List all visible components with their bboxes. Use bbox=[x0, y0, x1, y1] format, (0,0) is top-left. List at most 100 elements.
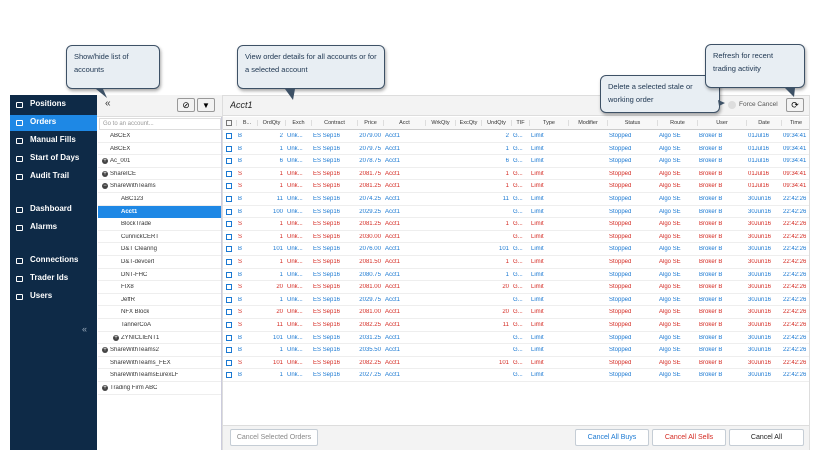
tree-label[interactable]: DNT-FHC bbox=[121, 271, 148, 278]
force-cancel-toggle[interactable] bbox=[728, 101, 736, 109]
tree-label[interactable]: NFX Block bbox=[121, 309, 150, 316]
nav-item[interactable]: Trader Ids bbox=[30, 273, 69, 282]
row-checkbox[interactable] bbox=[226, 284, 232, 291]
tree-label[interactable]: D&T Clearing bbox=[121, 246, 157, 253]
row-checkbox[interactable] bbox=[226, 372, 232, 379]
tree-label[interactable]: ShareICE bbox=[110, 170, 137, 177]
tree-label[interactable]: ABC123 bbox=[121, 196, 144, 202]
nav-item[interactable]: Alarms bbox=[30, 222, 58, 231]
column-header[interactable]: TIF bbox=[511, 120, 529, 126]
order-row[interactable] bbox=[223, 180, 809, 193]
nav-item[interactable]: Start of Days bbox=[30, 153, 80, 162]
tree-label[interactable]: ShareWithTeamsEurexLF bbox=[110, 372, 179, 379]
column-header[interactable]: Status bbox=[607, 120, 657, 126]
column-header[interactable]: Route bbox=[657, 120, 697, 126]
row-checkbox[interactable] bbox=[226, 196, 232, 202]
nav-item[interactable]: Users bbox=[30, 291, 53, 300]
column-header[interactable]: ExcQty bbox=[455, 120, 481, 126]
tree-label[interactable]: ABCEX bbox=[110, 133, 131, 139]
nav-item[interactable]: Dashboard bbox=[30, 204, 72, 213]
tree-collapse[interactable]: « bbox=[105, 98, 111, 109]
order-row[interactable] bbox=[223, 357, 809, 370]
row-checkbox[interactable] bbox=[226, 233, 232, 240]
order-row[interactable] bbox=[223, 206, 809, 219]
tree-label[interactable]: ZYNICLIENT1 bbox=[121, 334, 160, 341]
nav-item[interactable]: Connections bbox=[30, 255, 79, 264]
row-checkbox[interactable] bbox=[226, 246, 232, 253]
row-checkbox[interactable] bbox=[226, 183, 232, 190]
row-checkbox[interactable] bbox=[226, 170, 232, 177]
row-checkbox[interactable] bbox=[226, 145, 232, 152]
tree-label[interactable]: BlockTrade bbox=[121, 221, 152, 228]
row-checkbox[interactable] bbox=[226, 322, 232, 328]
tree-label[interactable]: ABCEX bbox=[110, 145, 131, 152]
column-header[interactable]: Type bbox=[529, 120, 568, 126]
nav-item[interactable]: Manual Fills bbox=[30, 135, 76, 144]
column-header[interactable]: B... bbox=[236, 120, 257, 126]
column-header[interactable]: Price bbox=[357, 120, 383, 126]
row-checkbox[interactable] bbox=[226, 158, 232, 165]
account-search[interactable]: Go to an account... bbox=[99, 118, 221, 130]
tree-expander[interactable]: + bbox=[102, 170, 108, 177]
order-row[interactable] bbox=[223, 231, 809, 244]
tree-label[interactable]: Ac_001 bbox=[110, 158, 131, 165]
tree-label[interactable]: ShareWithTeams bbox=[110, 183, 156, 190]
tree-expander[interactable]: + bbox=[113, 334, 119, 341]
order-row[interactable] bbox=[223, 332, 809, 345]
tree-label[interactable]: D&T-devcert bbox=[121, 259, 155, 265]
order-row[interactable] bbox=[223, 319, 809, 332]
order-row[interactable] bbox=[223, 256, 809, 269]
nav-item[interactable]: Orders bbox=[30, 117, 57, 126]
order-row[interactable] bbox=[223, 344, 809, 357]
tree-label[interactable]: JeffR bbox=[121, 296, 135, 303]
row-checkbox[interactable] bbox=[226, 271, 232, 278]
order-row[interactable] bbox=[223, 130, 809, 143]
row-checkbox[interactable] bbox=[226, 208, 232, 215]
tree-expander[interactable]: − bbox=[102, 183, 108, 190]
nav-item[interactable]: Audit Trail bbox=[30, 171, 70, 180]
nav-item[interactable]: Positions bbox=[30, 99, 67, 108]
column-header[interactable]: Time bbox=[781, 120, 810, 126]
tree-expander[interactable]: + bbox=[102, 385, 108, 391]
column-header[interactable]: Modifier bbox=[568, 120, 607, 126]
order-row[interactable] bbox=[223, 243, 809, 256]
column-header[interactable]: UndQty bbox=[481, 120, 511, 126]
row-checkbox[interactable] bbox=[226, 221, 232, 228]
tree-label[interactable]: Trading Firm ABC bbox=[110, 385, 158, 391]
order-row[interactable] bbox=[223, 306, 809, 319]
tree-label[interactable]: Acct1 bbox=[121, 208, 138, 215]
nav-collapse[interactable]: « bbox=[82, 324, 88, 334]
cancel-selected-button[interactable]: Cancel Selected Orders bbox=[230, 429, 318, 446]
row-checkbox[interactable] bbox=[226, 347, 232, 354]
filter-button[interactable]: ▼ bbox=[197, 98, 215, 112]
order-row[interactable] bbox=[223, 155, 809, 168]
tree-expander[interactable]: + bbox=[102, 347, 108, 354]
row-checkbox[interactable] bbox=[226, 296, 232, 303]
column-header[interactable]: Date bbox=[746, 120, 781, 126]
order-row[interactable] bbox=[223, 281, 809, 294]
column-header[interactable]: Exch bbox=[285, 120, 311, 126]
tree-label[interactable]: FIX8 bbox=[121, 284, 134, 291]
tree-label[interactable]: ShareWithTeams2 bbox=[110, 347, 160, 354]
cancel-all-button[interactable]: Cancel All bbox=[729, 429, 804, 446]
order-row[interactable] bbox=[223, 269, 809, 282]
column-header[interactable]: OrdQty bbox=[257, 120, 285, 126]
order-row[interactable] bbox=[223, 193, 809, 206]
order-row[interactable] bbox=[223, 218, 809, 231]
order-row[interactable] bbox=[223, 369, 809, 382]
column-header[interactable]: Acct bbox=[383, 120, 425, 126]
tree-label[interactable]: TannerCoA bbox=[121, 322, 152, 328]
column-header[interactable]: User bbox=[697, 120, 746, 126]
row-checkbox[interactable] bbox=[226, 133, 232, 139]
row-checkbox[interactable] bbox=[226, 259, 232, 265]
tree-label[interactable]: CunnickCERT bbox=[121, 233, 159, 240]
order-row[interactable] bbox=[223, 143, 809, 156]
row-checkbox[interactable] bbox=[226, 359, 232, 366]
order-row[interactable] bbox=[223, 294, 809, 307]
tree-expander[interactable]: + bbox=[102, 158, 108, 165]
row-checkbox[interactable] bbox=[226, 309, 232, 316]
cancel-sells-button[interactable]: Cancel All Sells bbox=[652, 429, 726, 446]
row-checkbox[interactable] bbox=[226, 334, 232, 341]
refresh-button[interactable]: ⟳ bbox=[786, 98, 804, 112]
tree-label[interactable]: ShareWithTeams_FEX bbox=[110, 359, 171, 366]
